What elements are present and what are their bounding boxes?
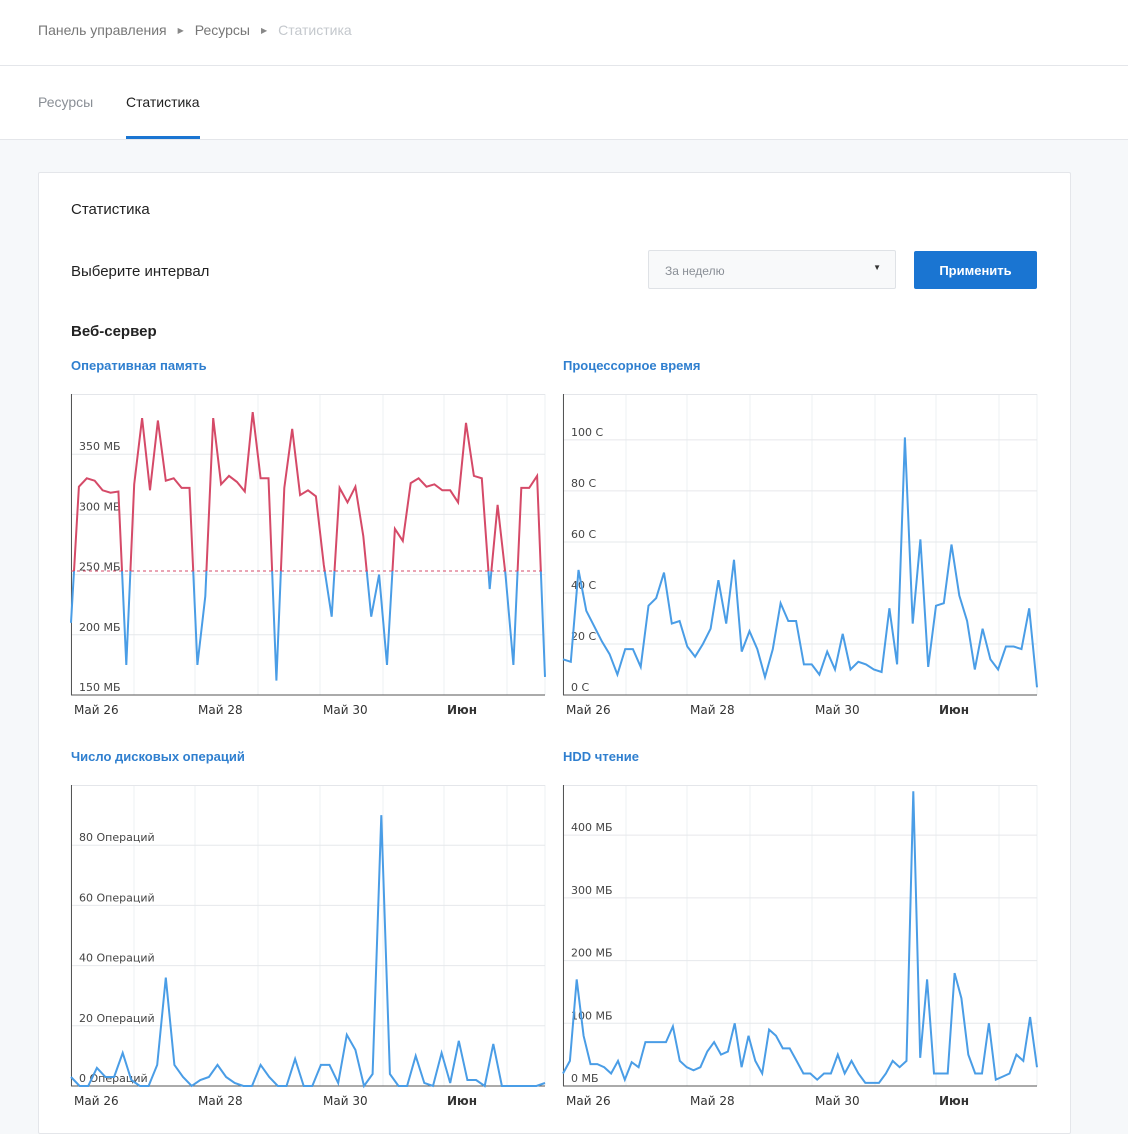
y-tick-label: 40 С (571, 579, 596, 592)
statistics-card: Статистика Выберите интервал За неделю ▼… (38, 172, 1071, 1134)
tab-statistics[interactable]: Статистика (126, 94, 200, 139)
ram-chart: 150 МБ 200 МБ 250 МБ 300 МБ 350 МБ Май 26 Май … (70, 394, 546, 717)
x-tick-label: Май 28 (198, 1094, 243, 1108)
y-tick-label: 350 МБ (79, 440, 121, 453)
chevron-right-icon: ▶ (177, 25, 184, 35)
tab-bar: Ресурсы Статистика (0, 66, 1128, 140)
series-line-normal (70, 570, 546, 681)
y-tick-label: 20 С (571, 630, 596, 643)
x-tick-label: Май 30 (815, 703, 860, 717)
breadcrumb: Панель управления ▶ Ресурсы ▶ Статистика (38, 22, 352, 38)
chart-title-cpu: Процессорное время (563, 358, 701, 373)
card-title: Статистика (71, 201, 150, 218)
breadcrumb-item-resources[interactable]: Ресурсы (194, 22, 250, 38)
breadcrumb-item-dashboard[interactable]: Панель управления (38, 22, 167, 38)
y-tick-label: 80 Операций (79, 831, 155, 844)
cpu-time-chart: 0 С 20 С 40 С 60 С 80 С 100 С Май 26 Май 28 Май … (562, 394, 1038, 717)
chart-title-ram: Оперативная память (71, 358, 207, 373)
y-tick-label: 60 С (571, 528, 596, 541)
chevron-right-icon: ▶ (260, 25, 268, 35)
apply-button[interactable]: Применить (914, 251, 1037, 289)
x-tick-label: Май 28 (690, 1094, 735, 1108)
x-tick-label: Июн (447, 1094, 477, 1108)
y-tick-label: 400 МБ (571, 821, 613, 834)
x-tick-label: Май 26 (74, 703, 119, 717)
y-tick-label: 0 С (571, 681, 589, 694)
y-tick-label: 300 МБ (79, 500, 121, 513)
series-line (562, 437, 1038, 688)
x-tick-label: Май 30 (323, 703, 368, 717)
x-tick-label: Май 26 (566, 703, 611, 717)
y-tick-label: 200 МБ (79, 621, 121, 634)
y-tick-label: 20 Операций (79, 1012, 155, 1025)
x-tick-label: Май 26 (566, 1094, 611, 1108)
y-tick-label: 200 МБ (571, 947, 613, 960)
series-line-high (73, 411, 542, 571)
y-tick-label: 0 МБ (571, 1072, 599, 1085)
x-tick-label: Май 30 (815, 1094, 860, 1108)
y-tick-label: 300 МБ (571, 884, 613, 897)
x-tick-label: Июн (939, 1094, 969, 1108)
x-tick-label: Июн (939, 703, 969, 717)
top-header: Панель управления ▶ Ресурсы ▶ Статистика (0, 0, 1128, 66)
y-tick-label: 40 Операций (79, 952, 155, 965)
x-tick-label: Май 28 (690, 703, 735, 717)
chart-title-hdd-read: HDD чтение (563, 749, 639, 764)
tab-resources[interactable]: Ресурсы (38, 94, 94, 110)
x-tick-label: Май 30 (323, 1094, 368, 1108)
interval-select[interactable]: За неделю ▼ (648, 250, 896, 289)
x-tick-label: Июн (447, 703, 477, 717)
hdd-read-chart: 0 МБ 100 МБ 200 МБ 300 МБ 400 МБ Май 26 Май 28… (562, 785, 1038, 1108)
section-title: Веб-сервер (71, 323, 157, 340)
y-tick-label: 100 С (571, 426, 603, 439)
interval-select-value: За неделю (665, 264, 725, 278)
y-tick-label: 150 МБ (79, 681, 121, 694)
breadcrumb-item-current: Статистика (278, 22, 352, 38)
series-line (70, 815, 546, 1089)
y-tick-label: 80 С (571, 477, 596, 490)
x-tick-label: Май 26 (74, 1094, 119, 1108)
interval-label: Выберите интервал (71, 263, 210, 280)
y-tick-label: 250 МБ (79, 561, 121, 574)
y-tick-label: 60 Операций (79, 891, 155, 904)
y-tick-label: 100 МБ (571, 1009, 613, 1022)
chart-title-disk-ops: Число дисковых операций (71, 749, 245, 764)
caret-down-icon: ▼ (873, 263, 881, 272)
x-tick-label: Май 28 (198, 703, 243, 717)
series-line (562, 791, 1038, 1084)
